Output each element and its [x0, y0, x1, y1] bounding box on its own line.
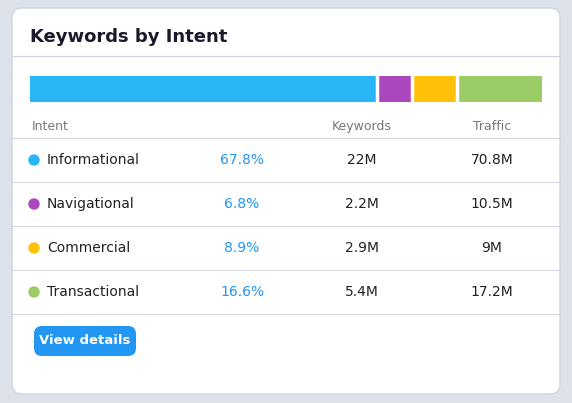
Text: Keywords by Intent: Keywords by Intent — [30, 28, 228, 46]
FancyBboxPatch shape — [34, 326, 136, 356]
Text: Commercial: Commercial — [47, 241, 130, 255]
Circle shape — [29, 243, 39, 253]
Text: 10.5M: 10.5M — [471, 197, 514, 211]
Text: 5.4M: 5.4M — [345, 285, 379, 299]
Circle shape — [29, 199, 39, 209]
Text: 6.8%: 6.8% — [224, 197, 260, 211]
Circle shape — [29, 287, 39, 297]
FancyBboxPatch shape — [457, 76, 542, 102]
Text: 9M: 9M — [482, 241, 502, 255]
Text: Navigational: Navigational — [47, 197, 135, 211]
FancyBboxPatch shape — [377, 76, 412, 102]
FancyBboxPatch shape — [30, 76, 377, 102]
Text: Transactional: Transactional — [47, 285, 139, 299]
Text: 67.8%: 67.8% — [220, 153, 264, 167]
Text: 2.2M: 2.2M — [345, 197, 379, 211]
Text: 17.2M: 17.2M — [471, 285, 514, 299]
Text: Keywords: Keywords — [332, 120, 392, 133]
Text: 8.9%: 8.9% — [224, 241, 260, 255]
Text: View details: View details — [39, 334, 130, 347]
Text: 70.8M: 70.8M — [471, 153, 514, 167]
Text: Intent: Intent — [32, 120, 69, 133]
Text: Traffic: Traffic — [473, 120, 511, 133]
FancyBboxPatch shape — [412, 76, 457, 102]
Text: 16.6%: 16.6% — [220, 285, 264, 299]
Text: 2.9M: 2.9M — [345, 241, 379, 255]
Text: Informational: Informational — [47, 153, 140, 167]
Text: 22M: 22M — [347, 153, 377, 167]
FancyBboxPatch shape — [12, 8, 560, 394]
Circle shape — [29, 155, 39, 165]
